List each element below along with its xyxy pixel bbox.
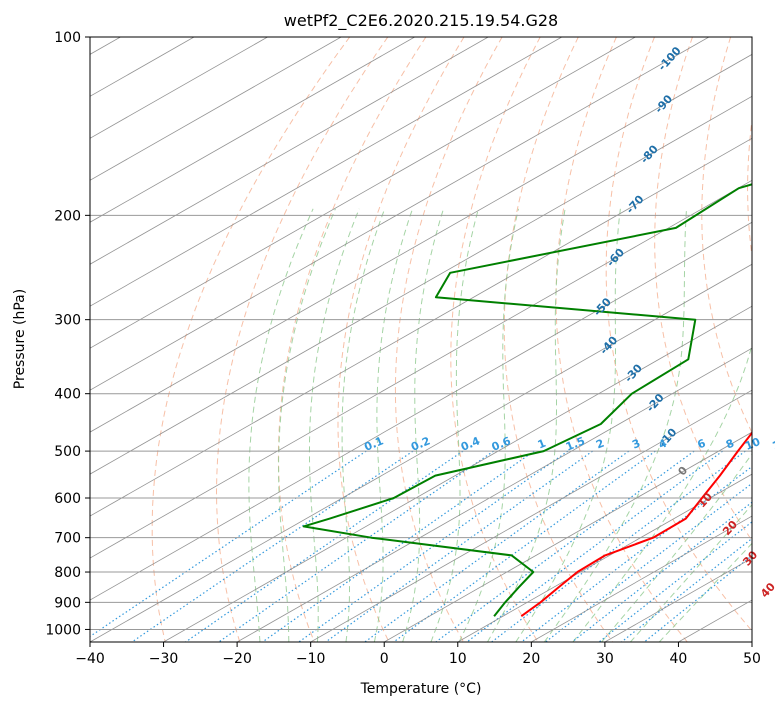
moist-adiabat-line [543,208,687,642]
y-tick-label: 300 [54,313,81,329]
moist-adiabat-label: 40 [758,580,775,600]
dry-adiabat-line [215,37,389,642]
mixing-ratio-line [571,501,752,642]
moist-adiabat-line [572,342,752,642]
moist-adiabat-line [601,453,752,642]
isotherm-line [90,37,268,139]
moist-adiabat-line [402,208,444,642]
y-tick-label: 600 [54,491,81,507]
isotherm-line [90,137,752,517]
mixing-ratio-line [435,450,695,642]
isotherm-line [90,221,752,601]
x-tick-label: 20 [522,651,540,667]
moist-adiabat-line [341,208,386,642]
x-tick-label: 50 [743,651,761,667]
y-tick-label: 1000 [45,622,81,638]
chart-title: wetPf2_C2E6.2020.215.19.54.G28 [284,11,558,31]
x-tick-label: −20 [222,651,252,667]
isotherm-line [90,37,489,265]
isotherm-line [90,37,636,349]
isotherm-line [457,473,752,642]
x-axis-label: Temperature (°C) [360,681,482,697]
moist-adiabat-line [308,208,360,642]
mixing-ratio-line [218,450,494,642]
moist-adiabat-line [515,208,621,642]
x-tick-label: 0 [380,651,389,667]
isotherm-line [163,305,752,642]
mixing-ratio-line [185,450,464,642]
plot-background [90,37,752,642]
dry-adiabat-line [503,37,614,642]
temperature-profile-line [520,431,752,618]
moist-adiabat-line [458,208,519,642]
dry-adiabat-line [654,37,752,542]
moist-adiabat-line [248,208,314,642]
isotherm-line [90,53,752,433]
dry-adiabat-line [450,37,541,642]
isotherm-line [90,37,710,391]
y-tick-label: 700 [54,531,81,547]
dry-adiabat-line [394,37,503,642]
dry-adiabat-line [277,37,427,642]
isotherm-line [310,389,752,642]
y-axis-label: Pressure (hPa) [12,289,28,389]
x-tick-label: −40 [75,651,105,667]
isotherm-line [90,37,342,181]
tick-layer: −40 −30 −20 −10 0 10 20 30 40 50 100 200 300 400 500 60… [45,30,761,667]
isotherm-line [90,37,562,307]
dewpoint-profile-line [302,183,752,617]
mixing-ratio-label: 8 [724,437,736,452]
moist-adiabat-line [487,208,566,642]
mixing-ratio-label: 2 [594,437,606,452]
isotherm-line [751,641,752,642]
mixing-ratio-line [521,465,752,642]
mixing-ratio-line [298,450,569,642]
mixing-ratio-line [262,450,535,642]
moist-adiabat-line [430,208,479,642]
dry-adiabat-line [746,116,752,259]
mixing-ratio-line [325,450,593,642]
x-tick-label: 40 [670,651,688,667]
y-tick-label: 900 [54,595,81,611]
isotherm-line [90,95,752,475]
series-layer [302,183,752,618]
grid-layer [90,37,752,642]
mixing-ratio-label: 1 [536,437,548,452]
dry-adiabat-line [337,37,465,642]
mixing-ratio-line [643,554,752,642]
moist-adiabat-line [658,542,752,642]
isotherm-line [236,347,752,642]
isotherm-line [384,431,752,642]
mixing-ratio-label: 3 [630,437,642,452]
dry-adiabat-line [555,37,688,642]
y-tick-label: 500 [54,444,81,460]
moist-adiabat-line [629,503,752,642]
isotherm-line [531,515,752,642]
isotherm-line [90,263,752,642]
x-tick-label: 30 [596,651,614,667]
moist-adiabat-line [278,208,336,642]
plot-frame [89,36,753,643]
mixing-ratio-label: 13 [770,435,775,453]
isotherm-line [90,179,752,559]
isotherm-line [90,37,415,223]
x-tick-label: −10 [296,651,326,667]
x-tick-label: −30 [149,651,179,667]
y-tick-label: 400 [54,387,81,403]
y-tick-label: 100 [54,30,81,46]
mixing-ratio-line [491,450,746,642]
mixing-ratio-label: 10 [743,435,762,453]
mixing-ratio-line [90,450,367,638]
dry-adiabat-line [701,37,752,434]
x-tick-label: 10 [449,651,467,667]
mixing-ratio-line [131,450,414,642]
y-tick-label: 800 [54,565,81,581]
dry-adiabat-line [151,37,351,642]
y-tick-label: 200 [54,208,81,224]
mixing-ratio-line [466,450,723,642]
